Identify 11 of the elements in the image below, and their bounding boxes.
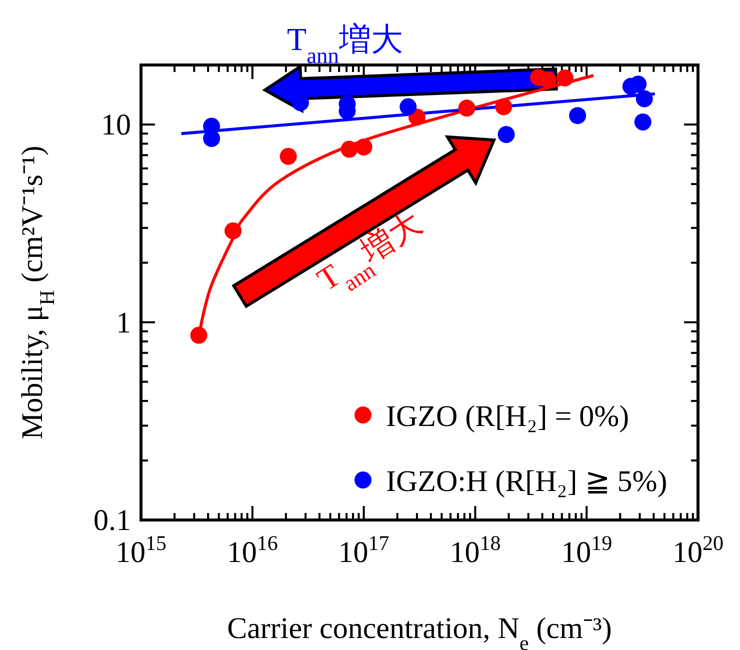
- y-tick-label: 10: [101, 108, 131, 142]
- x-tick-label: 10$^{19}$: [561, 531, 612, 569]
- x-tick-label: 10$^{18}$: [450, 531, 501, 569]
- x-tick-label: 10$^{20}$: [672, 531, 724, 569]
- x-tick-label: 10$^{17}$: [338, 531, 390, 569]
- annotation: T$_{ann}$増大: [287, 21, 403, 68]
- legend-label: IGZO (R[H₂] = 0%): [386, 400, 630, 433]
- legend-label: IGZO:H (R[H₂] ≧ 5%): [386, 465, 668, 498]
- y-tick-label: 1: [116, 306, 131, 340]
- x-tick-label: 10$^{16}$: [226, 531, 278, 569]
- x-axis-title: Carrier concentration, N$_{e}$ (cm⁻³): [227, 612, 612, 650]
